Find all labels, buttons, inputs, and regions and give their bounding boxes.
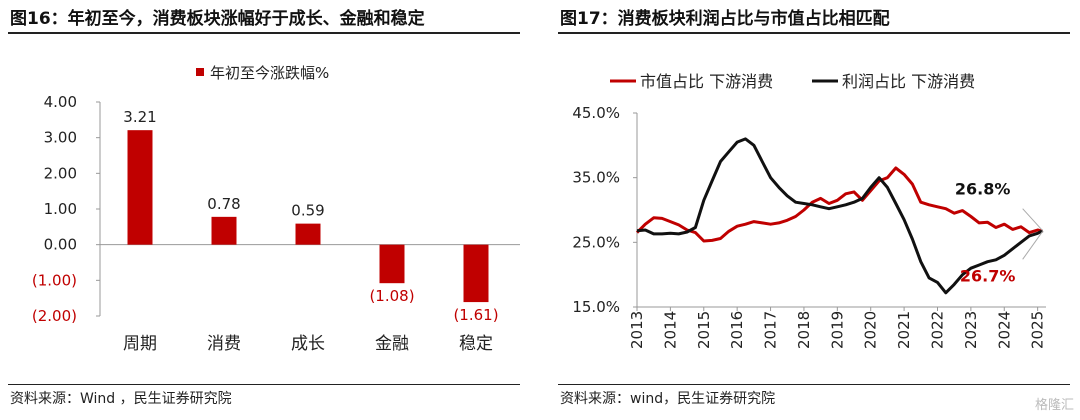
x-tick-label: 2016: [728, 311, 746, 349]
annotation-leader: [1022, 231, 1044, 260]
title-divider: [8, 32, 520, 34]
bar: [127, 130, 153, 245]
y-tick-label: 3.00: [44, 129, 77, 147]
y-tick-label: 0.00: [44, 236, 77, 254]
annotation-leader: [1022, 208, 1044, 232]
end-value-label: 26.7%: [960, 266, 1016, 285]
x-tick-label: 2025: [1029, 311, 1047, 349]
y-tick-label: (1.00): [32, 271, 77, 289]
x-tick-label: 2023: [962, 311, 980, 349]
x-category-label: 成长: [291, 334, 325, 354]
y-tick-label: (2.00): [32, 307, 77, 325]
legend-swatch: [196, 68, 204, 76]
line-chart-title: 图17：消费板块利润占比与市值占比相匹配: [560, 9, 890, 29]
data-label: (1.61): [453, 306, 498, 324]
x-tick-label: 2014: [661, 311, 679, 349]
data-label: (1.08): [369, 287, 414, 305]
line-chart-panel: 图17：消费板块利润占比与市值占比相匹配 市值占比 下游消费 利润占比 下游消费 4…: [550, 0, 1080, 420]
bar: [211, 216, 237, 245]
data-label: 3.21: [123, 108, 156, 126]
x-tick-label: 2019: [828, 311, 846, 349]
legend-label: 市值占比 下游消费: [640, 72, 773, 91]
y-tick-label: 45.0%: [572, 104, 620, 122]
bar-chart-svg: 年初至今涨跌幅% 4.00 3.00 2.00 1.00 0.00 (1.00) (2.00)…: [32, 64, 520, 354]
x-category-label: 金融: [375, 334, 409, 354]
series-line: [635, 166, 1044, 243]
y-tick-label: 1.00: [44, 200, 77, 218]
bar-chart-title: 图16：年初至今，消费板块涨幅好于成长、金融和稳定: [10, 9, 425, 29]
x-category-label: 周期: [123, 334, 157, 354]
y-tick-label: 35.0%: [572, 169, 620, 187]
end-value-label: 26.8%: [955, 180, 1011, 199]
y-tick-label: 2.00: [44, 164, 77, 182]
bar: [379, 244, 405, 284]
series-line: [636, 137, 1044, 295]
data-label: 0.78: [207, 195, 240, 213]
bar-chart-source: 资料来源：Wind ，民生证券研究院: [10, 391, 232, 407]
x-category-label: 消费: [207, 334, 241, 354]
data-label: 0.59: [291, 202, 324, 220]
x-tick-label: 2017: [762, 311, 780, 349]
source-divider: [8, 384, 520, 385]
line-chart-svg: 市值占比 下游消费 利润占比 下游消费 45.0% 35.0% 25.0% 15.0% 20…: [572, 72, 1047, 349]
source-divider: [558, 384, 1070, 385]
legend-label: 利润占比 下游消费: [842, 72, 975, 91]
watermark-logo: 格隆汇: [1034, 398, 1074, 413]
bar-chart-panel: 图16：年初至今，消费板块涨幅好于成长、金融和稳定 年初至今涨跌幅% 4.00 3.…: [0, 0, 530, 420]
title-divider: [558, 32, 1070, 34]
bar: [463, 244, 489, 303]
x-tick-label: 2021: [895, 311, 913, 349]
x-tick-label: 2024: [995, 311, 1013, 349]
y-tick-label: 25.0%: [572, 233, 620, 251]
x-tick-label: 2013: [628, 311, 646, 349]
line-chart-source: 资料来源：wind，民生证券研究院: [560, 391, 776, 407]
x-tick-label: 2020: [862, 311, 880, 349]
bar: [295, 223, 321, 245]
x-tick-label: 2018: [795, 311, 813, 349]
x-tick-label: 2022: [928, 311, 946, 349]
x-category-label: 稳定: [459, 334, 493, 354]
x-tick-label: 2015: [695, 311, 713, 349]
legend-label: 年初至今涨跌幅%: [210, 64, 329, 82]
y-tick-label: 4.00: [44, 93, 77, 111]
y-tick-label: 15.0%: [572, 298, 620, 316]
